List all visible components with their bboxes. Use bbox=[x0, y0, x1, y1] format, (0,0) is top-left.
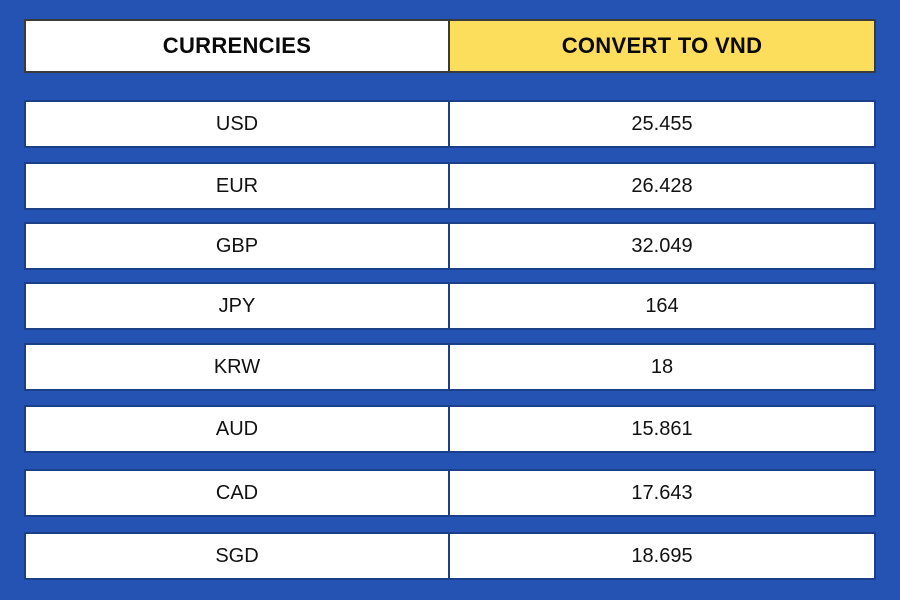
vnd-rate: 18.695 bbox=[450, 532, 876, 580]
currency-code: GBP bbox=[24, 222, 450, 270]
vnd-rate: 32.049 bbox=[450, 222, 876, 270]
table-row: JPY 164 bbox=[24, 282, 876, 330]
table-row: EUR 26.428 bbox=[24, 162, 876, 210]
table-row: KRW 18 bbox=[24, 343, 876, 391]
vnd-rate: 26.428 bbox=[450, 162, 876, 210]
currency-code: KRW bbox=[24, 343, 450, 391]
table-row: USD 25.455 bbox=[24, 100, 876, 148]
vnd-rate: 18 bbox=[450, 343, 876, 391]
currency-code: EUR bbox=[24, 162, 450, 210]
currency-code: SGD bbox=[24, 532, 450, 580]
currencies-header: CURRENCIES bbox=[24, 19, 450, 73]
table-row: AUD 15.861 bbox=[24, 405, 876, 453]
vnd-rate: 17.643 bbox=[450, 469, 876, 517]
currency-code: AUD bbox=[24, 405, 450, 453]
currency-code: CAD bbox=[24, 469, 450, 517]
currency-code: JPY bbox=[24, 282, 450, 330]
vnd-rate: 25.455 bbox=[450, 100, 876, 148]
vnd-rate: 15.861 bbox=[450, 405, 876, 453]
table-row: CAD 17.643 bbox=[24, 469, 876, 517]
currency-code: USD bbox=[24, 100, 450, 148]
vnd-rate: 164 bbox=[450, 282, 876, 330]
table-row: GBP 32.049 bbox=[24, 222, 876, 270]
table-row: SGD 18.695 bbox=[24, 532, 876, 580]
table-header: CURRENCIES CONVERT TO VND bbox=[24, 19, 876, 73]
convert-to-vnd-header: CONVERT TO VND bbox=[450, 19, 876, 73]
